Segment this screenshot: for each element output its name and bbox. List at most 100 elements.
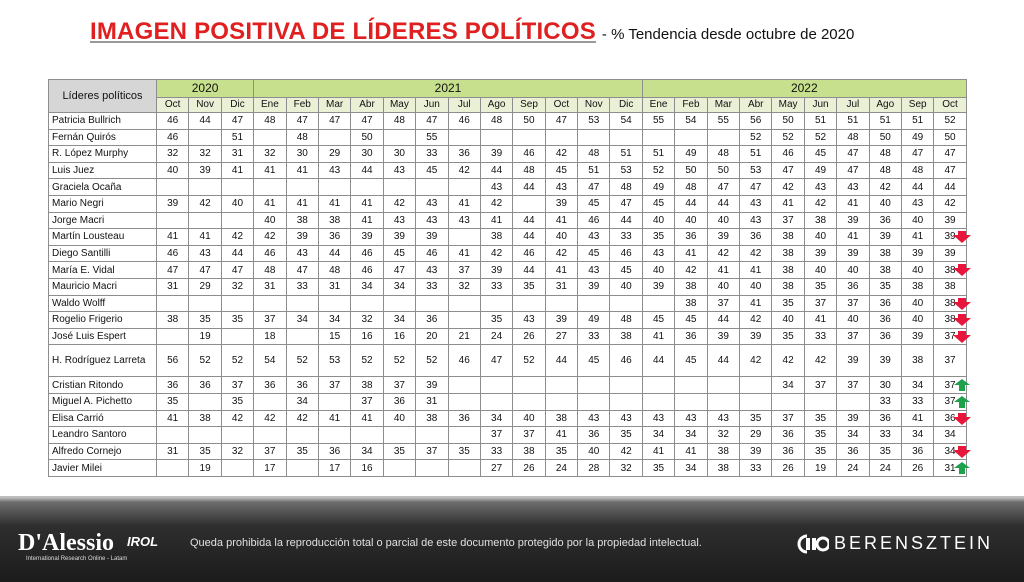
value-cell: 51 — [641, 145, 676, 163]
value-cell: 37 — [836, 376, 870, 394]
value-cell: 36 — [868, 211, 902, 230]
value-cell: 38 — [771, 228, 805, 246]
value-cell: 52 — [803, 128, 838, 147]
value-cell: 40 — [220, 194, 255, 213]
value-cell: 52 — [933, 112, 967, 130]
value-cell: 36 — [188, 376, 222, 394]
value-cell — [512, 392, 546, 411]
value-cell: 39 — [836, 344, 870, 378]
value-cell: 40 — [641, 211, 676, 230]
value-cell: 35 — [771, 327, 805, 346]
value-cell: 42 — [253, 409, 287, 428]
value-cell: 39 — [706, 228, 741, 246]
value-cell — [350, 426, 384, 444]
value-cell: 46 — [512, 244, 546, 263]
value-cell — [706, 392, 741, 411]
value-cell: 43 — [577, 228, 611, 246]
value-cell: 39 — [739, 442, 773, 461]
leader-name: Jorge Macri — [48, 211, 157, 230]
value-cell: 39 — [836, 409, 870, 428]
value-cell: 33 — [868, 392, 902, 411]
value-cell: 43 — [544, 178, 579, 196]
trend-down-arrow-icon — [953, 263, 971, 276]
leader-name: Patricia Bullrich — [48, 112, 157, 130]
value-cell: 51 — [900, 112, 935, 130]
value-cell: 36 — [771, 426, 805, 444]
value-cell: 30 — [382, 145, 417, 163]
value-cell: 33 — [479, 442, 514, 461]
month-header: Nov — [577, 96, 611, 114]
month-header: Jun — [415, 96, 449, 114]
value-cell: 35 — [771, 294, 805, 313]
value-cell: 27 — [479, 459, 514, 477]
value-cell: 43 — [317, 161, 352, 180]
value-cell: 32 — [706, 426, 741, 444]
value-cell: 41 — [674, 244, 708, 263]
dalessio-logo: D'Alessio — [18, 530, 114, 556]
value-cell: 43 — [739, 194, 773, 213]
value-cell: 48 — [609, 311, 643, 329]
value-cell: 46 — [447, 112, 481, 130]
value-cell: 42 — [188, 194, 222, 213]
value-cell: 38 — [771, 277, 805, 296]
value-cell: 36 — [868, 311, 902, 329]
value-cell: 49 — [577, 311, 611, 329]
leader-name: Waldo Wolff — [48, 294, 157, 313]
value-cell: 40 — [836, 311, 870, 329]
value-cell: 32 — [447, 277, 481, 296]
month-header: Ene — [641, 96, 676, 114]
value-cell: 16 — [350, 327, 384, 346]
value-cell: 42 — [674, 261, 708, 279]
value-cell: 39 — [350, 228, 384, 246]
leader-name: Javier Milei — [48, 459, 157, 477]
value-cell — [285, 327, 319, 346]
value-cell: 44 — [188, 112, 222, 130]
value-cell: 55 — [706, 112, 741, 130]
value-cell: 42 — [285, 409, 319, 428]
value-cell: 34 — [933, 426, 967, 444]
value-cell: 43 — [706, 409, 741, 428]
value-cell: 36 — [836, 442, 870, 461]
value-cell: 46 — [253, 244, 287, 263]
leader-name: José Luis Espert — [48, 327, 157, 346]
value-cell: 44 — [900, 178, 935, 196]
month-header: Sep — [512, 96, 546, 114]
value-cell: 41 — [900, 228, 935, 246]
value-cell: 40 — [577, 442, 611, 461]
value-cell: 39 — [479, 145, 514, 163]
value-cell: 50 — [933, 128, 967, 147]
value-cell: 48 — [674, 178, 708, 196]
value-cell — [512, 294, 546, 313]
value-cell — [479, 294, 514, 313]
value-cell: 56 — [739, 112, 773, 130]
value-cell: 33 — [803, 327, 838, 346]
value-cell: 26 — [900, 459, 935, 477]
table-row: Jorge Macri 40 38 38 41 43 43 43 41 44 41 46 44 40 40 4… — [48, 211, 967, 230]
value-cell: 38 — [803, 211, 838, 230]
table-row: Miguel A. Pichetto 35 35 34 37 36 31 33 33 37 — [48, 392, 967, 411]
value-cell: 31 — [544, 277, 579, 296]
value-cell: 40 — [868, 194, 902, 213]
value-cell: 20 — [415, 327, 449, 346]
value-cell: 48 — [868, 161, 902, 180]
month-header: Jul — [836, 96, 870, 114]
value-cell: 37 — [933, 376, 967, 394]
value-cell — [317, 426, 352, 444]
value-cell: 28 — [577, 459, 611, 477]
value-cell: 38 — [609, 327, 643, 346]
value-cell: 38 — [317, 211, 352, 230]
value-cell — [512, 128, 546, 147]
value-cell: 45 — [577, 244, 611, 263]
value-cell: 43 — [447, 211, 481, 230]
value-cell — [706, 128, 741, 147]
value-cell — [415, 294, 449, 313]
value-cell: 35 — [641, 459, 676, 477]
value-cell: 52 — [512, 344, 546, 378]
value-cell — [512, 194, 546, 213]
value-cell: 35 — [803, 277, 838, 296]
value-cell: 50 — [512, 112, 546, 130]
value-cell: 36 — [739, 228, 773, 246]
value-cell: 36 — [771, 442, 805, 461]
value-cell: 46 — [155, 112, 190, 130]
value-cell — [382, 294, 417, 313]
